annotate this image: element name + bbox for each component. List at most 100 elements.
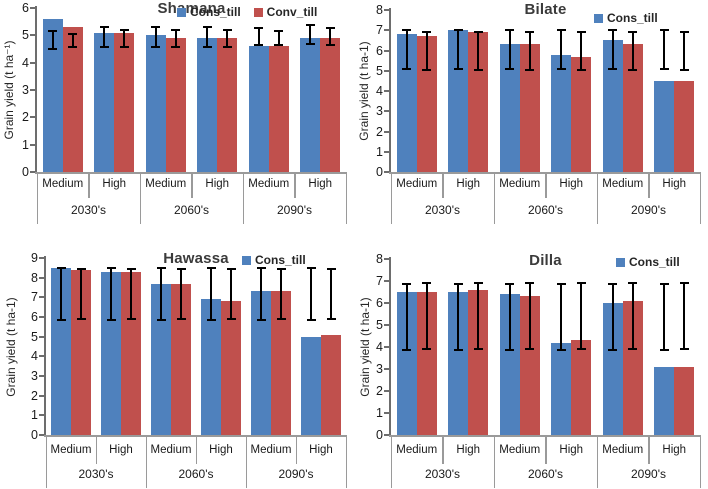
error-bar bbox=[106, 266, 116, 321]
legend-swatch-cons-till bbox=[177, 7, 186, 17]
error-bar-stem bbox=[683, 284, 686, 348]
category-divider bbox=[545, 437, 547, 464]
y-tick-label: 2 bbox=[22, 110, 29, 125]
x-category-label: Medium bbox=[499, 178, 541, 190]
y-tick-label: 8 bbox=[376, 3, 383, 17]
bar-cons-till bbox=[42, 18, 63, 172]
x-axis-line bbox=[35, 172, 347, 174]
x-category-label: High bbox=[309, 444, 333, 456]
legend: Cons_till bbox=[616, 255, 680, 269]
error-bar bbox=[256, 266, 266, 321]
error-bar-stem bbox=[60, 268, 62, 319]
category-divider bbox=[294, 174, 296, 198]
error-bar bbox=[156, 266, 166, 321]
y-tick-label: 4 bbox=[376, 340, 383, 354]
y-axis-line bbox=[44, 256, 46, 435]
error-bar-stem bbox=[280, 269, 282, 318]
legend-item: Cons_till bbox=[177, 5, 241, 19]
y-tick-label: 1 bbox=[376, 144, 383, 159]
error-bar-stem bbox=[206, 27, 209, 46]
error-bar-stem bbox=[477, 33, 480, 69]
error-bar-stem bbox=[51, 31, 54, 49]
error-bar-stem bbox=[329, 29, 332, 45]
category-divider bbox=[95, 437, 97, 464]
x-category-label: High bbox=[308, 178, 333, 190]
error-bar-stem bbox=[457, 31, 460, 68]
error-bar bbox=[171, 28, 181, 48]
y-tick-label: 3 bbox=[376, 362, 383, 376]
chart-title: Hawassa bbox=[163, 250, 229, 267]
category-divider bbox=[242, 174, 244, 224]
category-divider bbox=[390, 174, 392, 224]
y-tick-mark bbox=[384, 29, 389, 32]
legend-swatch-cons-till bbox=[594, 13, 603, 23]
error-bar bbox=[206, 266, 216, 321]
bar-cons-till bbox=[101, 271, 121, 435]
error-bar-stem bbox=[580, 284, 583, 348]
error-bar bbox=[505, 283, 515, 351]
error-bar-stem bbox=[277, 31, 280, 45]
y-tick-mark bbox=[384, 9, 389, 11]
error-bar-stem bbox=[631, 33, 634, 69]
error-bar-stem bbox=[160, 268, 162, 319]
category-divider bbox=[245, 437, 247, 488]
y-tick-label: 6 bbox=[22, 1, 29, 15]
x-period-label: 2030's bbox=[78, 467, 114, 481]
y-tick-mark bbox=[30, 61, 35, 64]
bar-conv-till bbox=[468, 32, 489, 172]
x-category-label: Medium bbox=[602, 444, 644, 456]
x-period-label: 2090's bbox=[631, 467, 666, 481]
x-category-label: High bbox=[456, 178, 481, 190]
y-tick-mark bbox=[39, 434, 44, 436]
error-bar bbox=[679, 31, 689, 71]
error-bar bbox=[576, 31, 586, 71]
error-bar-stem bbox=[425, 284, 428, 348]
error-bar-stem bbox=[310, 268, 312, 319]
bar-cons-till bbox=[448, 30, 469, 172]
error-bar-stem bbox=[631, 284, 634, 348]
bar-conv-till bbox=[114, 32, 135, 172]
x-category-label: Medium bbox=[50, 444, 92, 456]
error-bar bbox=[628, 31, 638, 71]
error-bar bbox=[56, 266, 66, 321]
error-bar bbox=[556, 283, 566, 351]
bar-cons-till bbox=[551, 54, 572, 172]
error-bar-stem bbox=[477, 284, 480, 348]
x-period-label: 2060's bbox=[528, 467, 563, 481]
category-divider bbox=[390, 437, 392, 488]
chart-title: Shamana bbox=[157, 0, 226, 17]
category-divider bbox=[699, 174, 701, 224]
y-tick-mark bbox=[39, 335, 44, 338]
x-period-label: 2030's bbox=[425, 467, 460, 481]
x-category-label: Medium bbox=[150, 444, 192, 456]
y-axis-line bbox=[389, 8, 391, 172]
bar-conv-till bbox=[416, 292, 437, 435]
y-tick-label: 6 bbox=[376, 43, 383, 58]
error-bar-stem bbox=[80, 269, 82, 318]
y-tick-mark bbox=[39, 296, 44, 299]
legend-item: Cons_till bbox=[616, 255, 680, 269]
bar-conv-till bbox=[271, 291, 291, 435]
error-bar bbox=[325, 27, 335, 47]
error-bar-stem bbox=[103, 27, 106, 46]
y-tick-mark bbox=[384, 110, 389, 113]
error-bar-stem bbox=[154, 27, 157, 46]
y-tick-mark bbox=[30, 89, 35, 91]
legend-item: Conv_till bbox=[253, 5, 317, 19]
x-category-label: Medium bbox=[250, 444, 292, 456]
error-bar bbox=[473, 31, 483, 71]
bar-cons-till bbox=[499, 44, 520, 172]
error-bar-stem bbox=[528, 284, 531, 348]
x-period-label: 2030's bbox=[425, 203, 460, 217]
error-bar bbox=[226, 267, 236, 320]
x-category-label: High bbox=[662, 444, 687, 456]
error-bar bbox=[628, 282, 638, 350]
x-category-label: Medium bbox=[499, 444, 541, 456]
y-tick-mark bbox=[384, 412, 389, 414]
bar-cons-till bbox=[396, 34, 417, 172]
error-bar bbox=[453, 29, 463, 70]
y-tick-label: 0 bbox=[22, 165, 29, 179]
error-bar bbox=[202, 25, 212, 48]
x-period-label: 2030's bbox=[71, 203, 106, 217]
bar-cons-till bbox=[197, 38, 218, 172]
